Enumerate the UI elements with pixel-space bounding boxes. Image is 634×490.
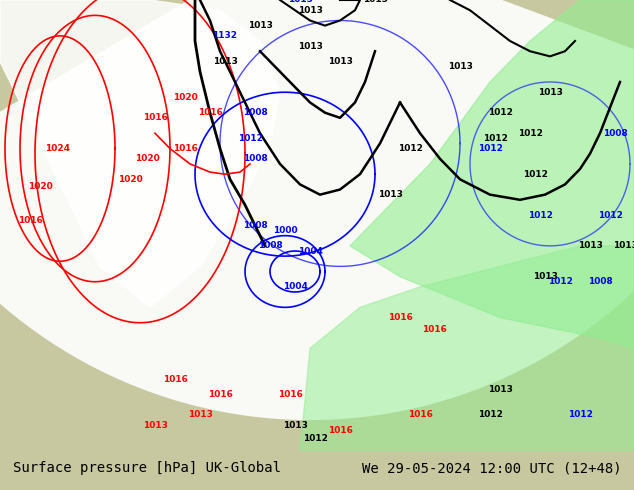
Text: 1012: 1012 xyxy=(477,411,502,419)
Text: 1013: 1013 xyxy=(247,21,273,30)
Text: 1016: 1016 xyxy=(408,411,432,419)
Text: 1012: 1012 xyxy=(398,144,422,153)
Text: 1013: 1013 xyxy=(297,42,323,50)
Text: 1000: 1000 xyxy=(273,226,297,235)
Text: 1013: 1013 xyxy=(378,190,403,199)
Text: 1016: 1016 xyxy=(387,313,413,322)
Text: 1013: 1013 xyxy=(283,421,307,430)
Text: 1012: 1012 xyxy=(598,211,623,220)
Text: 1008: 1008 xyxy=(603,129,628,138)
Text: 1013: 1013 xyxy=(533,272,557,281)
Text: 1013: 1013 xyxy=(143,421,167,430)
Text: 1012: 1012 xyxy=(302,434,327,443)
Text: 1020: 1020 xyxy=(172,93,197,102)
PathPatch shape xyxy=(0,0,634,420)
Text: 1004: 1004 xyxy=(283,282,307,292)
Text: 1013: 1013 xyxy=(488,385,512,394)
Text: 1013: 1013 xyxy=(578,242,602,250)
Text: 1132: 1132 xyxy=(212,31,238,40)
Text: 1016: 1016 xyxy=(143,113,167,122)
Text: 1012: 1012 xyxy=(567,411,592,419)
Text: 1016: 1016 xyxy=(162,374,188,384)
Text: 1008: 1008 xyxy=(243,154,268,163)
Text: 1012: 1012 xyxy=(477,144,502,153)
Text: 1008: 1008 xyxy=(243,221,268,230)
Polygon shape xyxy=(300,246,634,451)
Text: 1013: 1013 xyxy=(212,57,238,66)
Text: 1013: 1013 xyxy=(612,242,634,250)
Text: 1013: 1013 xyxy=(188,411,212,419)
Text: 1013: 1013 xyxy=(538,88,562,97)
Text: 1004: 1004 xyxy=(297,246,323,255)
Text: 1013: 1013 xyxy=(363,0,387,4)
Text: 1016: 1016 xyxy=(422,325,446,334)
Text: 1016: 1016 xyxy=(207,390,233,399)
Text: 1016: 1016 xyxy=(278,390,302,399)
Text: 1008: 1008 xyxy=(257,242,282,250)
Text: 1013: 1013 xyxy=(297,6,323,15)
Text: We 29-05-2024 12:00 UTC (12+48): We 29-05-2024 12:00 UTC (12+48) xyxy=(361,462,621,475)
Text: 1016: 1016 xyxy=(172,144,197,153)
Polygon shape xyxy=(350,0,634,348)
Text: Surface pressure [hPa] UK-Global: Surface pressure [hPa] UK-Global xyxy=(13,462,281,475)
Text: 1016: 1016 xyxy=(198,108,223,117)
Text: 1013: 1013 xyxy=(328,57,353,66)
Text: 1020: 1020 xyxy=(28,182,53,191)
Text: 1013: 1013 xyxy=(288,0,313,4)
Text: 1024: 1024 xyxy=(46,144,70,153)
Text: 1008: 1008 xyxy=(588,277,612,286)
Text: 1012: 1012 xyxy=(517,129,543,138)
Text: 1016: 1016 xyxy=(328,426,353,435)
Text: 1008: 1008 xyxy=(243,108,268,117)
Text: 1012: 1012 xyxy=(482,134,507,143)
Text: 1020: 1020 xyxy=(118,175,143,184)
Text: 1016: 1016 xyxy=(18,216,42,225)
Text: 1012: 1012 xyxy=(522,170,547,179)
Text: 1020: 1020 xyxy=(134,154,159,163)
Text: 1012: 1012 xyxy=(488,108,512,117)
Polygon shape xyxy=(0,0,280,307)
Text: 1012: 1012 xyxy=(548,277,573,286)
Text: 1012: 1012 xyxy=(527,211,552,220)
Text: 1013: 1013 xyxy=(448,62,472,71)
Text: 1012: 1012 xyxy=(238,134,262,143)
